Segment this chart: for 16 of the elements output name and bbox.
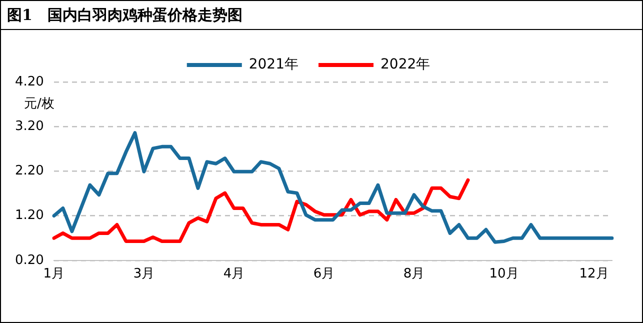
y-tick-label: 3.20 (14, 118, 44, 134)
legend-label: 2022年 (380, 56, 430, 73)
y-tick-label: 1.20 (14, 208, 44, 224)
x-tick-label: 3月 (133, 266, 155, 282)
y-axis-title: 元/枚 (24, 96, 54, 112)
chart-title: 图1 国内白羽肉鸡种蛋价格走势图 (1, 1, 642, 30)
x-tick-label: 4月 (223, 266, 245, 282)
y-tick-label: 4.20 (14, 74, 44, 90)
x-tick-label: 1月 (43, 266, 65, 282)
x-tick-label: 12月 (579, 266, 609, 282)
x-tick-label: 10月 (489, 266, 519, 282)
x-tick-label: 8月 (403, 266, 425, 282)
y-tick-label: 0.20 (14, 252, 44, 268)
x-tick-label: 6月 (313, 266, 335, 282)
legend-label: 2021年 (248, 56, 299, 73)
y-tick-label: 2.20 (14, 164, 44, 179)
